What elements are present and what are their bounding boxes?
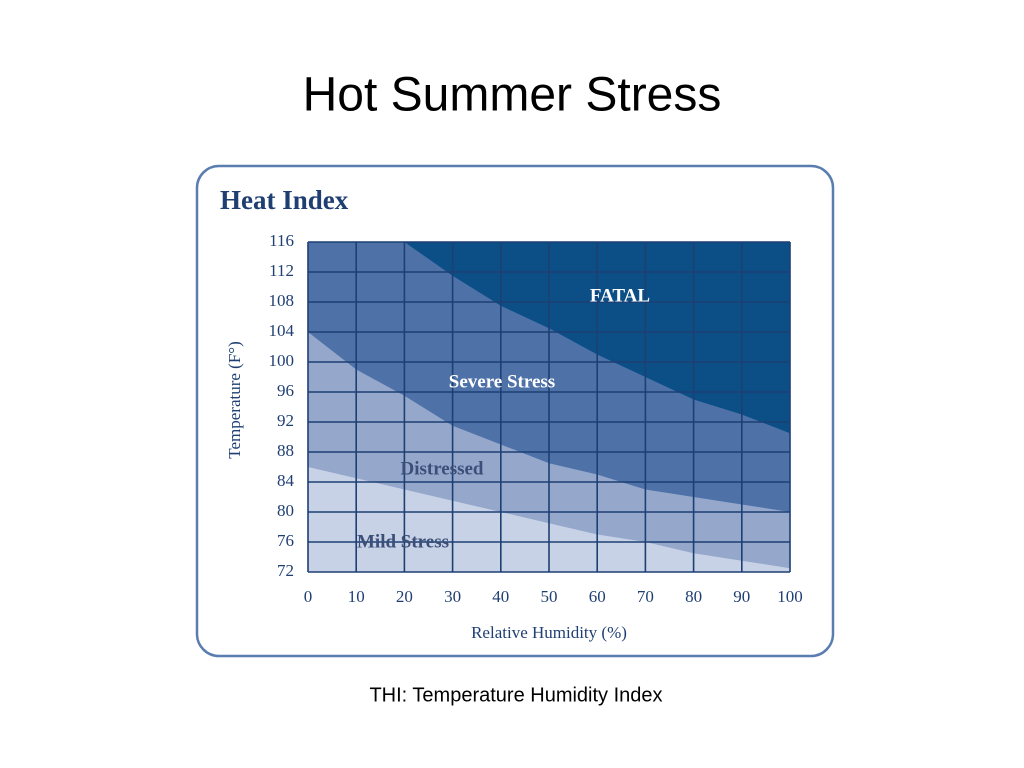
y-tick-label: 88 — [277, 441, 294, 460]
x-axis-title: Relative Humidity (%) — [471, 623, 627, 642]
chart-title: Heat Index — [220, 185, 349, 215]
x-tick-label: 10 — [348, 587, 365, 606]
y-tick-label: 76 — [277, 531, 294, 550]
x-tick-label: 30 — [444, 587, 461, 606]
x-tick-label: 70 — [637, 587, 654, 606]
y-tick-label: 96 — [277, 381, 294, 400]
x-tick-label: 40 — [492, 587, 509, 606]
zone-label: FATAL — [590, 285, 650, 306]
y-axis-title: Temperature (F°) — [225, 341, 244, 458]
y-tick-label: 80 — [277, 501, 294, 520]
slide-title: Hot Summer Stress — [303, 69, 722, 122]
x-tick-label: 100 — [777, 587, 803, 606]
x-tick-label: 50 — [541, 587, 558, 606]
y-tick-label: 100 — [269, 351, 295, 370]
x-tick-label: 80 — [685, 587, 702, 606]
y-tick-label: 116 — [269, 231, 294, 250]
zone-label: Distressed — [400, 458, 483, 479]
zone-label: Severe Stress — [449, 371, 555, 392]
caption: THI: Temperature Humidity Index — [369, 684, 662, 706]
y-tick-label: 112 — [269, 261, 294, 280]
x-tick-label: 0 — [304, 587, 313, 606]
y-tick-label: 72 — [277, 561, 294, 580]
x-tick-label: 60 — [589, 587, 606, 606]
y-tick-label: 104 — [269, 321, 295, 340]
x-tick-label: 20 — [396, 587, 413, 606]
x-tick-label: 90 — [733, 587, 750, 606]
y-tick-label: 92 — [277, 411, 294, 430]
zone-label: Mild Stress — [357, 531, 449, 552]
y-tick-label: 108 — [269, 291, 295, 310]
y-tick-label: 84 — [277, 471, 295, 490]
zone-fill — [308, 467, 790, 572]
